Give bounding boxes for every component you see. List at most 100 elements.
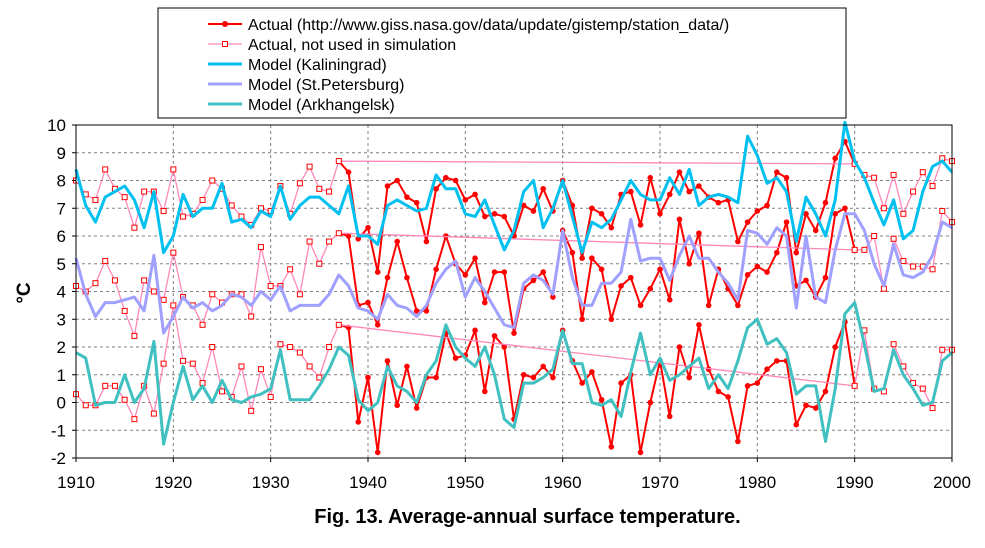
x-tick-label: 1920: [154, 473, 192, 492]
series-line: [75, 301, 953, 446]
data-point: [374, 322, 381, 328]
data-point: [744, 272, 751, 278]
data-point: [598, 396, 605, 403]
y-tick-label: -1: [51, 421, 66, 440]
data-point: [209, 344, 216, 350]
data-point: [296, 349, 303, 356]
data-point: [550, 294, 556, 300]
data-point: [413, 308, 420, 314]
x-tick-label: 2000: [933, 473, 971, 492]
legend-label: Model (St.Petersburg): [248, 77, 405, 94]
data-point: [754, 208, 761, 214]
data-point: [443, 233, 449, 239]
data-point: [822, 274, 829, 281]
data-point: [744, 383, 751, 389]
data-point: [744, 219, 751, 225]
legend-label: Model (Kaliningrad): [248, 57, 387, 74]
data-point: [443, 174, 449, 181]
data-point: [715, 199, 722, 206]
legend-label: Model (Arkhangelsk): [248, 97, 395, 114]
data-point: [725, 394, 731, 400]
data-point: [287, 344, 294, 350]
data-point: [764, 269, 770, 275]
data-point: [384, 274, 391, 281]
data-point: [180, 213, 187, 220]
data-point: [462, 197, 469, 203]
y-tick-label: 2: [57, 338, 66, 357]
data-point: [647, 285, 654, 292]
y-tick-label: 10: [47, 116, 66, 135]
x-tick-label: 1980: [738, 473, 776, 492]
data-point: [433, 374, 439, 381]
data-point: [150, 410, 157, 417]
y-tick-label: 1: [57, 366, 66, 385]
data-point: [326, 188, 333, 195]
data-point: [209, 291, 216, 298]
data-point: [150, 288, 157, 295]
data-point: [715, 388, 722, 395]
data-point: [277, 341, 284, 348]
data-point: [267, 282, 274, 289]
data-point: [608, 444, 615, 450]
data-point: [832, 344, 838, 350]
data-point: [316, 185, 323, 192]
data-point: [803, 277, 809, 284]
data-point: [774, 358, 780, 364]
data-point: [228, 202, 235, 209]
data-point: [404, 274, 410, 281]
legend-box: [157, 7, 847, 119]
data-point: [404, 363, 410, 370]
data-point: [793, 249, 800, 256]
data-point: [676, 216, 683, 223]
data-point: [628, 274, 634, 281]
data-point: [637, 449, 644, 456]
legend-label: Actual, not used in simulation: [248, 37, 456, 54]
data-point: [82, 402, 89, 409]
data-point: [491, 333, 498, 339]
data-point: [705, 302, 712, 309]
data-point: [472, 255, 478, 261]
data-point: [647, 174, 654, 181]
data-point: [666, 191, 673, 198]
data-point: [511, 330, 517, 336]
data-point: [812, 405, 819, 411]
data-point: [491, 269, 498, 275]
y-tick-label: 9: [57, 144, 66, 163]
data-point: [861, 246, 868, 253]
data-point: [890, 341, 897, 348]
data-point: [365, 374, 371, 381]
y-axis-label: °C: [14, 282, 35, 304]
data-point: [355, 419, 362, 425]
legend-entry: Actual, not used in simulation: [208, 37, 456, 54]
data-point: [754, 380, 761, 386]
data-point: [666, 413, 673, 420]
data-point: [248, 407, 255, 414]
data-point: [335, 230, 342, 237]
data-point: [316, 260, 323, 267]
y-tick-label: 4: [57, 283, 66, 302]
data-point: [248, 313, 255, 320]
data-point: [384, 183, 391, 189]
legend: Actual (http://www.giss.nasa.gov/data/up…: [157, 7, 847, 119]
data-point: [160, 360, 167, 367]
data-point: [374, 449, 381, 456]
data-point: [579, 380, 585, 386]
data-point: [929, 266, 936, 273]
data-point: [472, 327, 478, 334]
data-point: [550, 374, 556, 381]
data-point: [822, 388, 829, 395]
data-point: [92, 280, 99, 287]
data-point: [589, 369, 595, 375]
series-line: [74, 212, 953, 335]
data-point: [618, 380, 624, 386]
data-point: [735, 302, 741, 309]
x-tick-label: 1930: [252, 473, 290, 492]
x-tick-label: 1970: [641, 473, 679, 492]
data-point: [929, 405, 936, 412]
data-point: [423, 238, 430, 245]
data-point: [306, 363, 313, 370]
data-point: [569, 249, 576, 256]
data-point: [482, 388, 488, 395]
data-point: [589, 255, 595, 261]
